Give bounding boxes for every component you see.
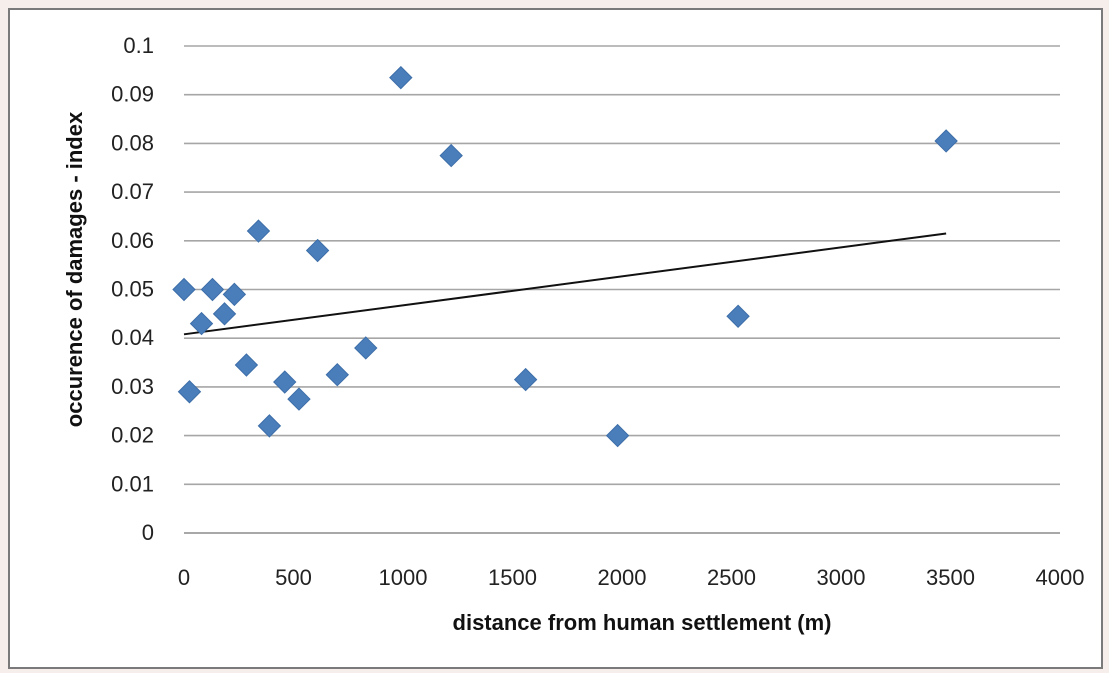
data-point-diamond	[325, 363, 350, 387]
data-point-diamond	[287, 387, 311, 411]
data-point-diamond	[389, 65, 413, 90]
trendline-layer	[183, 232, 947, 336]
x-tick-label: 2000	[598, 565, 647, 590]
data-point-diamond	[354, 336, 378, 360]
data-point-diamond	[246, 219, 271, 243]
y-tick-label: 0.04	[111, 325, 154, 350]
data-point-diamond	[305, 238, 330, 263]
y-tick-label: 0.01	[111, 471, 154, 496]
data-point-diamond	[212, 302, 237, 326]
x-tick-label: 500	[275, 565, 312, 590]
gridlines	[184, 45, 1060, 534]
y-tick-label: 0.05	[111, 277, 154, 302]
x-tick-label: 3000	[817, 565, 866, 590]
y-tick-label: 0.1	[123, 33, 154, 58]
data-point-diamond	[513, 367, 538, 392]
data-point-diamond	[726, 304, 750, 328]
data-point-diamond	[605, 423, 630, 448]
data-point-diamond	[189, 311, 214, 336]
y-tick-label: 0.03	[111, 374, 154, 399]
y-tick-label: 0.02	[111, 423, 154, 448]
y-tick-label: 0	[142, 520, 154, 545]
y-tick-label: 0.07	[111, 179, 154, 204]
chart-frame: 0 0.01 0.02 0.03 0.04 0.05 0.06 0.07 0.08 0.09 0.1…	[8, 8, 1103, 669]
data-points	[172, 65, 958, 448]
y-axis-tick-labels: 0 0.01 0.02 0.03 0.04 0.05 0.06 0.07 0.08 0.09 0.1	[111, 33, 154, 545]
data-point-diamond	[177, 380, 202, 404]
scatter-chart: 0 0.01 0.02 0.03 0.04 0.05 0.06 0.07 0.08 0.09 0.1…	[62, 33, 1085, 635]
x-tick-label: 1500	[488, 565, 537, 590]
data-point-diamond	[257, 414, 282, 438]
x-tick-label: 2500	[707, 565, 756, 590]
data-point-diamond	[222, 282, 247, 307]
y-tick-label: 0.09	[111, 82, 154, 107]
x-tick-label: 4000	[1036, 565, 1085, 590]
y-tick-label: 0.06	[111, 228, 154, 253]
x-tick-label: 1000	[379, 565, 428, 590]
x-axis-tick-labels: 0 500 1000 1500 2000 2500 3000 3500 4000	[178, 565, 1085, 590]
y-axis-title: occurence of damages - index	[62, 111, 87, 427]
data-point-diamond	[934, 129, 958, 153]
x-tick-label: 3500	[926, 565, 975, 590]
data-point-diamond	[273, 370, 297, 394]
data-point-diamond	[172, 277, 196, 302]
x-axis-title: distance from human settlement (m)	[453, 610, 832, 635]
x-tick-label: 0	[178, 565, 190, 590]
data-point-diamond	[439, 143, 463, 168]
linear-trendline	[183, 232, 947, 336]
data-point-diamond	[234, 353, 259, 377]
data-point-diamond	[200, 277, 225, 302]
y-tick-label: 0.08	[111, 130, 154, 155]
